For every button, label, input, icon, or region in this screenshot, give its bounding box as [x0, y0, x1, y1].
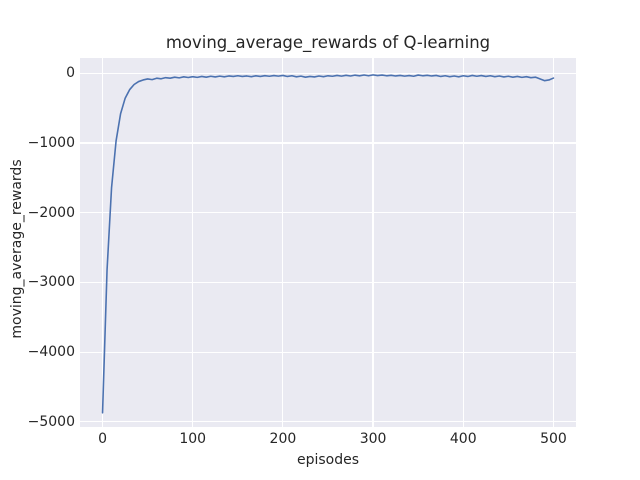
y-axis-label: moving_average_rewards — [9, 159, 25, 339]
line-chart — [101, 74, 555, 414]
x-gridline — [372, 58, 374, 427]
y-tick-label: −2000 — [27, 204, 75, 221]
x-tick-label: 100 — [179, 431, 207, 447]
x-gridline — [192, 58, 194, 427]
y-gridline — [80, 351, 576, 353]
chart-title: moving_average_rewards of Q-learning — [165, 33, 491, 52]
x-tick-label: 200 — [269, 431, 297, 447]
y-gridline — [80, 421, 576, 423]
x-gridline — [282, 58, 284, 427]
y-tick-label: −4000 — [27, 344, 75, 361]
y-tick-label: 0 — [66, 65, 75, 82]
y-gridline — [80, 281, 576, 284]
plot-area — [80, 58, 576, 427]
y-tick-label: −5000 — [27, 413, 75, 430]
y-gridline — [80, 212, 576, 214]
x-tick-label: 500 — [540, 431, 567, 447]
reward-line-series — [101, 74, 555, 414]
x-tick-label: 400 — [449, 431, 477, 447]
y-gridline — [80, 142, 576, 144]
x-tick-label: 0 — [98, 431, 107, 447]
y-tick-label: −3000 — [27, 274, 75, 291]
x-axis-label: episodes — [296, 452, 360, 468]
y-gridline — [80, 72, 576, 74]
x-gridline — [552, 58, 555, 427]
x-gridline — [101, 58, 104, 427]
x-gridline — [462, 58, 464, 427]
x-tick-label: 300 — [359, 431, 387, 447]
y-tick-label: −1000 — [27, 135, 75, 152]
